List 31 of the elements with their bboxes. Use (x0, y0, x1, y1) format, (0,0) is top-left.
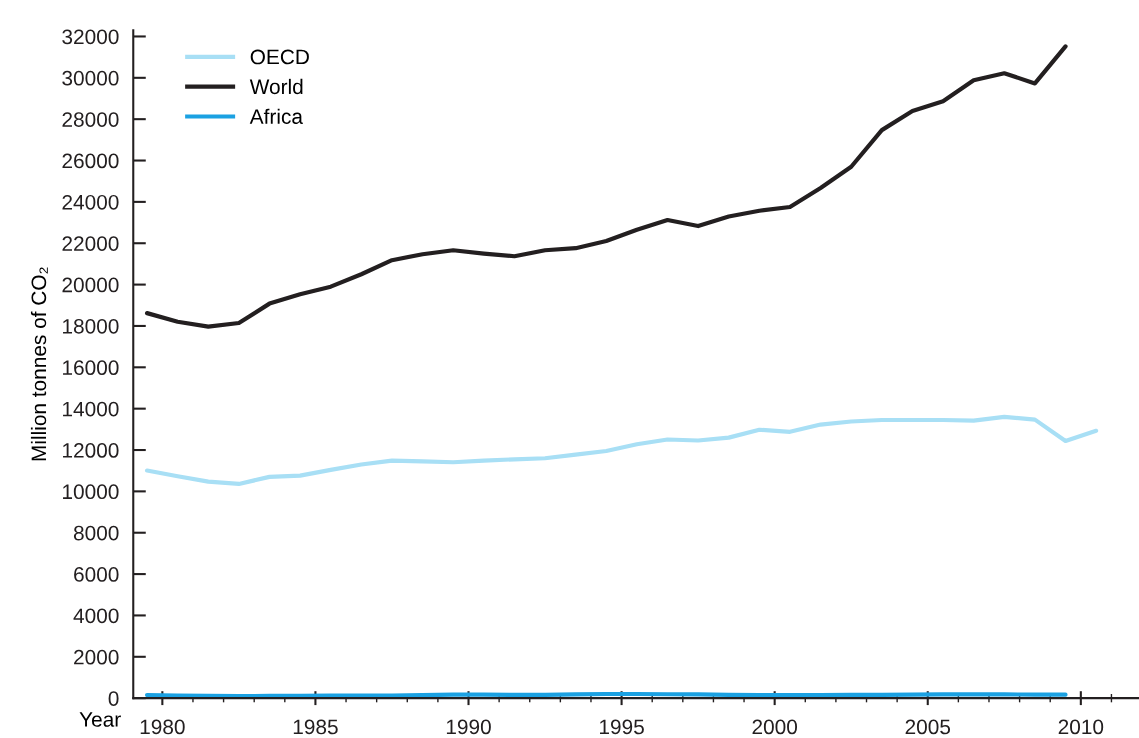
x-axis-title: Year (79, 712, 121, 727)
line-series (144, 44, 1068, 329)
line-series (144, 414, 1099, 487)
x-tick-label: 1980 (140, 719, 185, 735)
legend-label: OECD (250, 49, 309, 65)
y-tick-label: 26000 (62, 153, 119, 169)
x-tick-label: 1990 (446, 719, 491, 735)
y-tick-label: 8000 (73, 525, 119, 541)
y-tick-label: 2000 (74, 649, 119, 665)
y-tick-label: 12000 (63, 443, 119, 458)
y-tick-label: 22000 (62, 236, 119, 251)
y-tick-label: 6000 (74, 567, 119, 582)
y-tick-label: 30000 (62, 70, 119, 86)
x-tick-label: 2000 (752, 719, 798, 735)
x-tick-label: 2005 (905, 719, 951, 735)
y-tick-label: 18000 (63, 318, 119, 334)
y-tick-label: 4000 (73, 608, 119, 624)
legend-label: Africa (249, 108, 303, 124)
y-tick-label: 14000 (63, 401, 119, 417)
y-tick-label: 20000 (62, 277, 119, 293)
y-axis-title: Million tonnes of CO₂ (30, 267, 48, 461)
y-tick-label: 16000 (63, 360, 119, 376)
y-tick-label: 28000 (62, 112, 119, 127)
x-tick-label: 2010 (1058, 719, 1104, 735)
y-tick-label: 24000 (62, 194, 119, 210)
x-tick-label: 1985 (293, 719, 338, 735)
y-tick-label: 0 (108, 691, 119, 706)
y-tick-label: 10000 (63, 484, 119, 500)
legend-label: World (249, 78, 303, 95)
y-tick-label: 32000 (62, 29, 119, 45)
x-tick-label: 1995 (600, 719, 644, 735)
